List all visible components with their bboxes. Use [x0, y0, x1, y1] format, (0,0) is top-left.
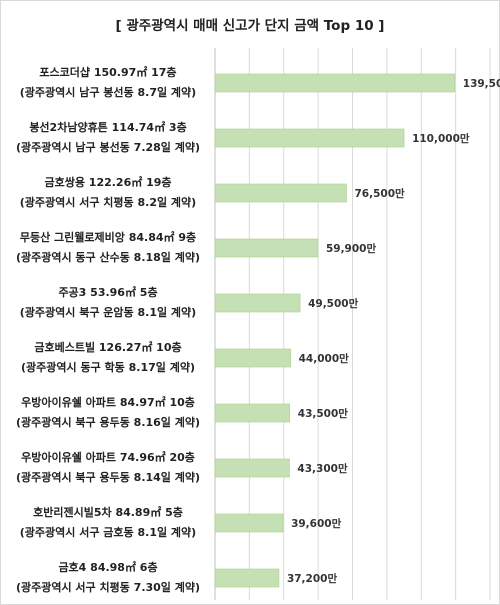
category-label-location: (광주광역시 서구 금호동 8.1일 계약) — [20, 525, 196, 539]
category-label-name: 포스코더샵 150.97㎡ 17층 — [39, 65, 176, 79]
chart-title: [ 광주광역시 매매 신고가 단지 금액 Top 10 ] — [115, 18, 385, 34]
category-label-name: 무등산 그린웰로제비앙 84.84㎡ 9층 — [20, 230, 196, 244]
bar — [214, 513, 284, 533]
data-label: 76,500만 — [354, 187, 405, 200]
data-label: 43,300만 — [297, 462, 348, 475]
data-label: 37,200만 — [287, 572, 338, 585]
bar — [214, 403, 291, 423]
data-label: 59,900만 — [326, 242, 377, 255]
category-label-location: (광주광역시 동구 산수동 8.18일 계약) — [16, 250, 200, 264]
category-label-location: (광주광역시 동구 학동 8.17일 계약) — [21, 360, 195, 374]
category-label-name: 금호4 84.98㎡ 6층 — [58, 560, 157, 574]
data-label: 49,500만 — [308, 297, 359, 310]
category-label-name: 우방아이유쉘 아파트 84.97㎡ 10층 — [21, 395, 195, 409]
category-label-name: 금호쌍용 122.26㎡ 19층 — [44, 175, 171, 189]
bar — [214, 348, 291, 368]
category-label-location: (광주광역시 북구 용두동 8.16일 계약) — [16, 415, 200, 429]
category-label-location: (광주광역시 서구 치평동 8.2일 계약) — [20, 195, 196, 209]
data-label: 44,000만 — [299, 352, 350, 365]
bar — [214, 238, 319, 258]
category-label-location: (광주광역시 북구 용두동 8.14일 계약) — [16, 470, 200, 484]
category-label-location: (광주광역시 남구 봉선동 8.7일 계약) — [20, 85, 196, 99]
data-label: 110,000만 — [412, 132, 470, 145]
category-label-name: 우방아이유쉘 아파트 74.96㎡ 20층 — [21, 450, 195, 464]
data-label: 139,500만 — [463, 77, 500, 90]
category-label-location: (광주광역시 서구 치평동 7.30일 계약) — [16, 580, 200, 594]
bar — [214, 183, 347, 203]
bar — [214, 293, 301, 313]
bar — [214, 128, 405, 148]
category-label-name: 봉선2차남양휴튼 114.74㎡ 3층 — [29, 120, 186, 134]
category-label-name: 주공3 53.96㎡ 5층 — [58, 285, 157, 299]
data-label: 43,500만 — [298, 407, 349, 420]
bar — [214, 568, 280, 588]
category-label-location: (광주광역시 남구 봉선동 7.28일 계약) — [16, 140, 200, 154]
data-label: 39,600만 — [291, 517, 342, 530]
category-label-location: (광주광역시 북구 운암동 8.1일 계약) — [20, 305, 196, 319]
category-label-name: 금호베스트빌 126.27㎡ 10층 — [34, 340, 181, 354]
category-label-name: 호반리젠시빌5차 84.89㎡ 5층 — [33, 505, 183, 519]
bar — [214, 458, 290, 478]
bar — [214, 73, 456, 93]
